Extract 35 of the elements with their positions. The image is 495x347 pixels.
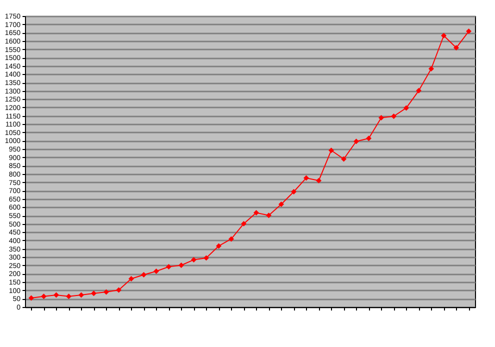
point: [428, 66, 434, 72]
point: [104, 289, 109, 295]
point: [441, 32, 446, 38]
point: [78, 292, 84, 298]
point: [391, 114, 396, 120]
point: [278, 201, 284, 207]
point: [141, 272, 146, 278]
point: [54, 292, 59, 298]
point: [41, 294, 46, 300]
point: [254, 210, 259, 216]
point: [316, 178, 322, 184]
point: [178, 262, 184, 268]
point: [378, 115, 384, 121]
point: [66, 294, 72, 300]
point: [466, 28, 472, 34]
point: [28, 295, 34, 301]
point: [304, 175, 309, 181]
point: [328, 148, 334, 154]
point: [291, 189, 296, 195]
point: [216, 243, 222, 249]
point: [154, 268, 159, 274]
point: [266, 212, 272, 218]
point: [91, 290, 96, 296]
point: [454, 45, 459, 50]
point: [116, 287, 122, 293]
point: [416, 88, 422, 94]
point: [204, 255, 209, 261]
point: [241, 220, 246, 226]
point: [354, 138, 359, 144]
point: [166, 264, 172, 270]
point: [366, 136, 372, 142]
point: [128, 276, 134, 282]
point: [228, 236, 234, 242]
point: [191, 257, 196, 263]
point: [404, 105, 409, 111]
